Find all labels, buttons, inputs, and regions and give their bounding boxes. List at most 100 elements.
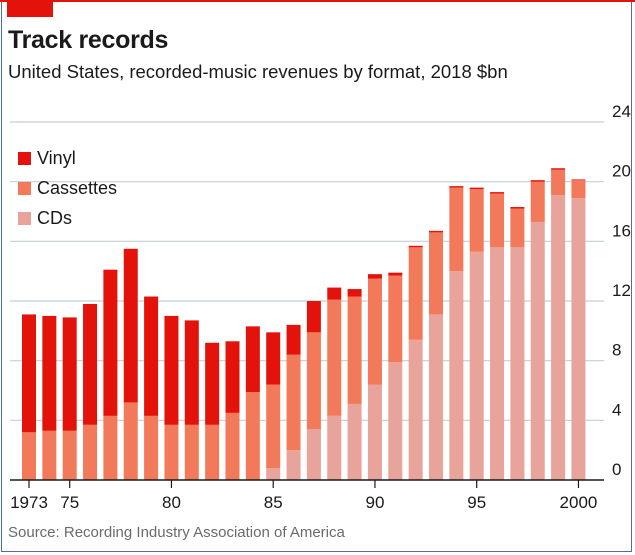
bar-cassettes-1998 — [530, 181, 545, 222]
bar-vinyl-1992 — [408, 245, 423, 248]
bar-cds-1996 — [490, 247, 505, 480]
bar-cassettes-1985 — [266, 384, 281, 469]
legend-swatch-vinyl — [18, 151, 31, 165]
bar-vinyl-1985 — [266, 332, 281, 385]
bar-vinyl-1986 — [286, 324, 301, 355]
legend-item-vinyl: Vinyl — [18, 143, 117, 173]
x-tick-label: 95 — [467, 493, 486, 512]
bar-cassettes-1988 — [327, 299, 342, 416]
bar-vinyl-1977 — [103, 269, 118, 416]
bar-cds-2000 — [571, 198, 586, 480]
bar-cassettes-1986 — [286, 354, 301, 451]
bar-cassettes-1977 — [103, 415, 118, 480]
legend-swatch-cds — [18, 211, 31, 225]
bar-cassettes-1999 — [551, 169, 566, 196]
bar-vinyl-1990 — [367, 274, 382, 279]
bar-vinyl-1974 — [42, 315, 57, 431]
bar-vinyl-1989 — [347, 289, 362, 297]
bar-vinyl-1980 — [164, 315, 179, 425]
bar-cassettes-2000 — [571, 180, 586, 199]
bar-cassettes-1983 — [225, 412, 240, 480]
bar-cassettes-1990 — [367, 278, 382, 385]
legend-label-cassettes: Cassettes — [37, 177, 118, 198]
bar-cds-1997 — [510, 247, 525, 480]
x-tick-label: 2000 — [560, 493, 598, 512]
bar-cassettes-1973 — [22, 432, 36, 480]
x-tick-label: 75 — [60, 493, 79, 512]
x-tick-label: 80 — [162, 493, 181, 512]
bar-cassettes-1980 — [164, 424, 179, 480]
bar-vinyl-1982 — [205, 342, 220, 425]
bar-vinyl-1979 — [144, 296, 159, 416]
y-tick-label: 4 — [612, 400, 621, 419]
bar-cassettes-1975 — [62, 430, 77, 480]
legend-label-vinyl: Vinyl — [37, 147, 76, 168]
bar-vinyl-1976 — [83, 303, 98, 425]
bar-cassettes-1984 — [245, 391, 260, 480]
bar-cds-1992 — [408, 339, 423, 480]
legend-item-cassettes: Cassettes — [18, 173, 117, 203]
bar-cds-1988 — [327, 415, 342, 480]
bar-cds-1999 — [551, 195, 566, 480]
bar-vinyl-1993 — [429, 230, 443, 233]
bar-vinyl-1996 — [490, 192, 505, 194]
bar-vinyl-1998 — [530, 180, 545, 182]
bar-vinyl-1983 — [225, 341, 240, 413]
bar-vinyl-1987 — [306, 301, 321, 333]
y-tick-label: 12 — [612, 281, 631, 300]
bar-vinyl-1978 — [123, 248, 138, 403]
legend: Vinyl Cassettes CDs — [18, 143, 117, 233]
bar-cassettes-1974 — [42, 430, 57, 480]
x-tick-label: 90 — [365, 493, 384, 512]
bar-cassettes-1992 — [408, 247, 423, 340]
bar-cds-1995 — [469, 251, 484, 480]
bar-vinyl-1973 — [22, 314, 36, 433]
brand-tag — [7, 0, 53, 17]
bar-vinyl-1994 — [449, 186, 464, 188]
bar-vinyl-1999 — [551, 168, 566, 170]
bar-vinyl-1984 — [245, 326, 260, 392]
bar-cassettes-1987 — [306, 332, 321, 430]
bar-cassettes-1997 — [510, 208, 525, 248]
legend-item-cds: CDs — [18, 203, 117, 233]
bar-cassettes-1981 — [184, 424, 199, 480]
chart-title: Track records — [8, 26, 169, 54]
bar-cds-1991 — [388, 362, 403, 480]
y-tick-label: 0 — [612, 460, 621, 479]
y-tick-label: 24 — [612, 102, 631, 121]
bar-cassettes-1976 — [83, 424, 98, 480]
legend-label-cds: CDs — [37, 207, 72, 228]
x-tick-label: 85 — [264, 493, 283, 512]
bar-cds-1989 — [347, 403, 362, 480]
bar-cds-1998 — [530, 221, 545, 481]
bar-vinyl-1975 — [62, 317, 77, 431]
bar-cassettes-1996 — [490, 193, 505, 248]
bar-vinyl-1988 — [327, 287, 342, 300]
bar-vinyl-2000 — [571, 179, 586, 181]
axes: 24 20 16 12 8 4 0 1973 75 80 85 90 95 2000 — [10, 102, 631, 512]
bar-cds-1990 — [367, 384, 382, 480]
bar-cassettes-1993 — [429, 232, 443, 315]
bar-vinyl-1981 — [184, 320, 199, 425]
bar-cds-1993 — [429, 314, 443, 480]
bar-cds-1987 — [306, 429, 321, 480]
y-tick-label: 8 — [612, 341, 621, 360]
bar-cassettes-1979 — [144, 415, 159, 480]
bar-cassettes-1978 — [123, 402, 138, 480]
y-tick-label: 16 — [612, 221, 631, 240]
bar-cassettes-1995 — [469, 189, 484, 252]
bar-vinyl-1995 — [469, 187, 484, 190]
source-note: Source: Recording Industry Association o… — [8, 524, 345, 541]
bar-cassettes-1989 — [347, 296, 362, 404]
bar-cassettes-1994 — [449, 187, 464, 272]
bar-vinyl-1997 — [510, 207, 525, 209]
bar-cassettes-1982 — [205, 424, 220, 480]
bar-cassettes-1991 — [388, 275, 403, 363]
chart-subtitle: United States, recorded-music revenues b… — [8, 61, 508, 82]
brand-rule — [0, 0, 635, 2]
bar-cds-1994 — [449, 271, 464, 480]
y-tick-label: 20 — [612, 162, 631, 181]
bars — [22, 168, 586, 481]
legend-swatch-cassettes — [18, 181, 31, 195]
